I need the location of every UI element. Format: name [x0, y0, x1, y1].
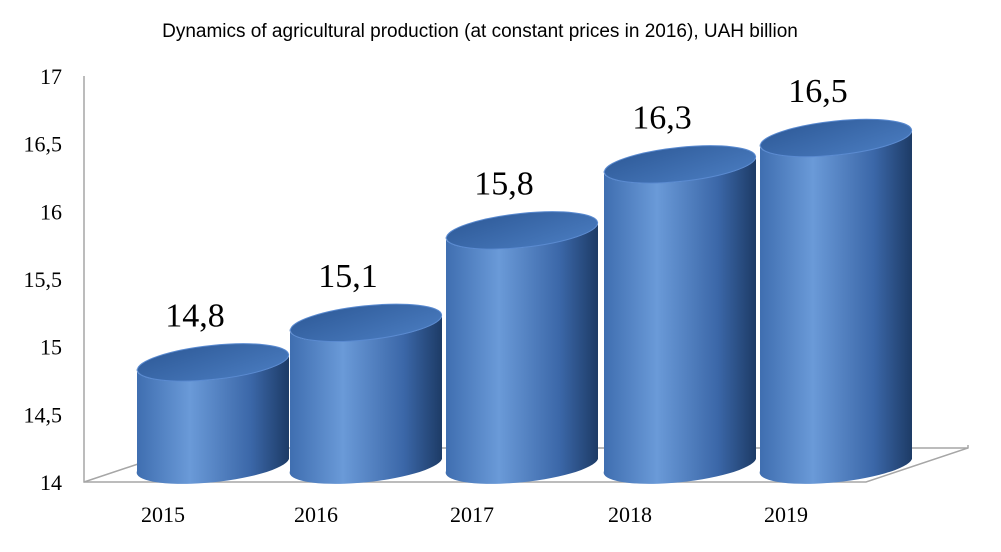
bar-body	[136, 356, 289, 484]
bar-top	[289, 303, 443, 342]
x-axis-ticks: 2015 2016 2017 2018 2019	[141, 502, 808, 527]
bar-top	[759, 118, 913, 158]
y-tick-label: 15,5	[24, 267, 63, 292]
data-label: 16,3	[632, 99, 692, 136]
bar-top	[603, 145, 757, 184]
data-label: 16,5	[788, 73, 848, 110]
bar-2018: 16,3	[603, 99, 757, 484]
bar-body	[603, 158, 756, 484]
x-tick-label: 2016	[294, 502, 338, 527]
data-label: 15,8	[474, 165, 534, 202]
y-tick-label: 15	[40, 335, 62, 360]
bar-2019: 16,5	[759, 73, 913, 484]
bar-body	[289, 316, 442, 484]
bar-top	[136, 343, 290, 382]
axis-frame	[83, 76, 969, 483]
y-axis-ticks: 14 14,5 15 15,5 16 16,5 17	[24, 64, 63, 495]
bars: 14,8 15,1 15,8 16,3 16,5	[136, 73, 913, 484]
y-tick-label: 16	[40, 199, 62, 224]
bar-2016: 15,1	[289, 258, 443, 484]
y-tick-label: 14	[40, 470, 62, 495]
x-tick-label: 2019	[764, 502, 808, 527]
bar-2017: 15,8	[445, 165, 599, 484]
x-tick-label: 2015	[141, 502, 185, 527]
data-label: 14,8	[165, 297, 225, 334]
bar-top	[445, 211, 599, 250]
bar-body	[759, 132, 912, 484]
x-tick-label: 2018	[608, 502, 652, 527]
data-label: 15,1	[318, 258, 378, 295]
y-tick-label: 16,5	[24, 132, 63, 157]
y-tick-label: 17	[40, 64, 62, 89]
bar-2015: 14,8	[136, 297, 290, 484]
chart-title: Dynamics of agricultural production (at …	[162, 21, 798, 42]
bar-body	[445, 224, 598, 484]
y-tick-label: 14,5	[24, 402, 63, 427]
x-tick-label: 2017	[450, 502, 494, 527]
